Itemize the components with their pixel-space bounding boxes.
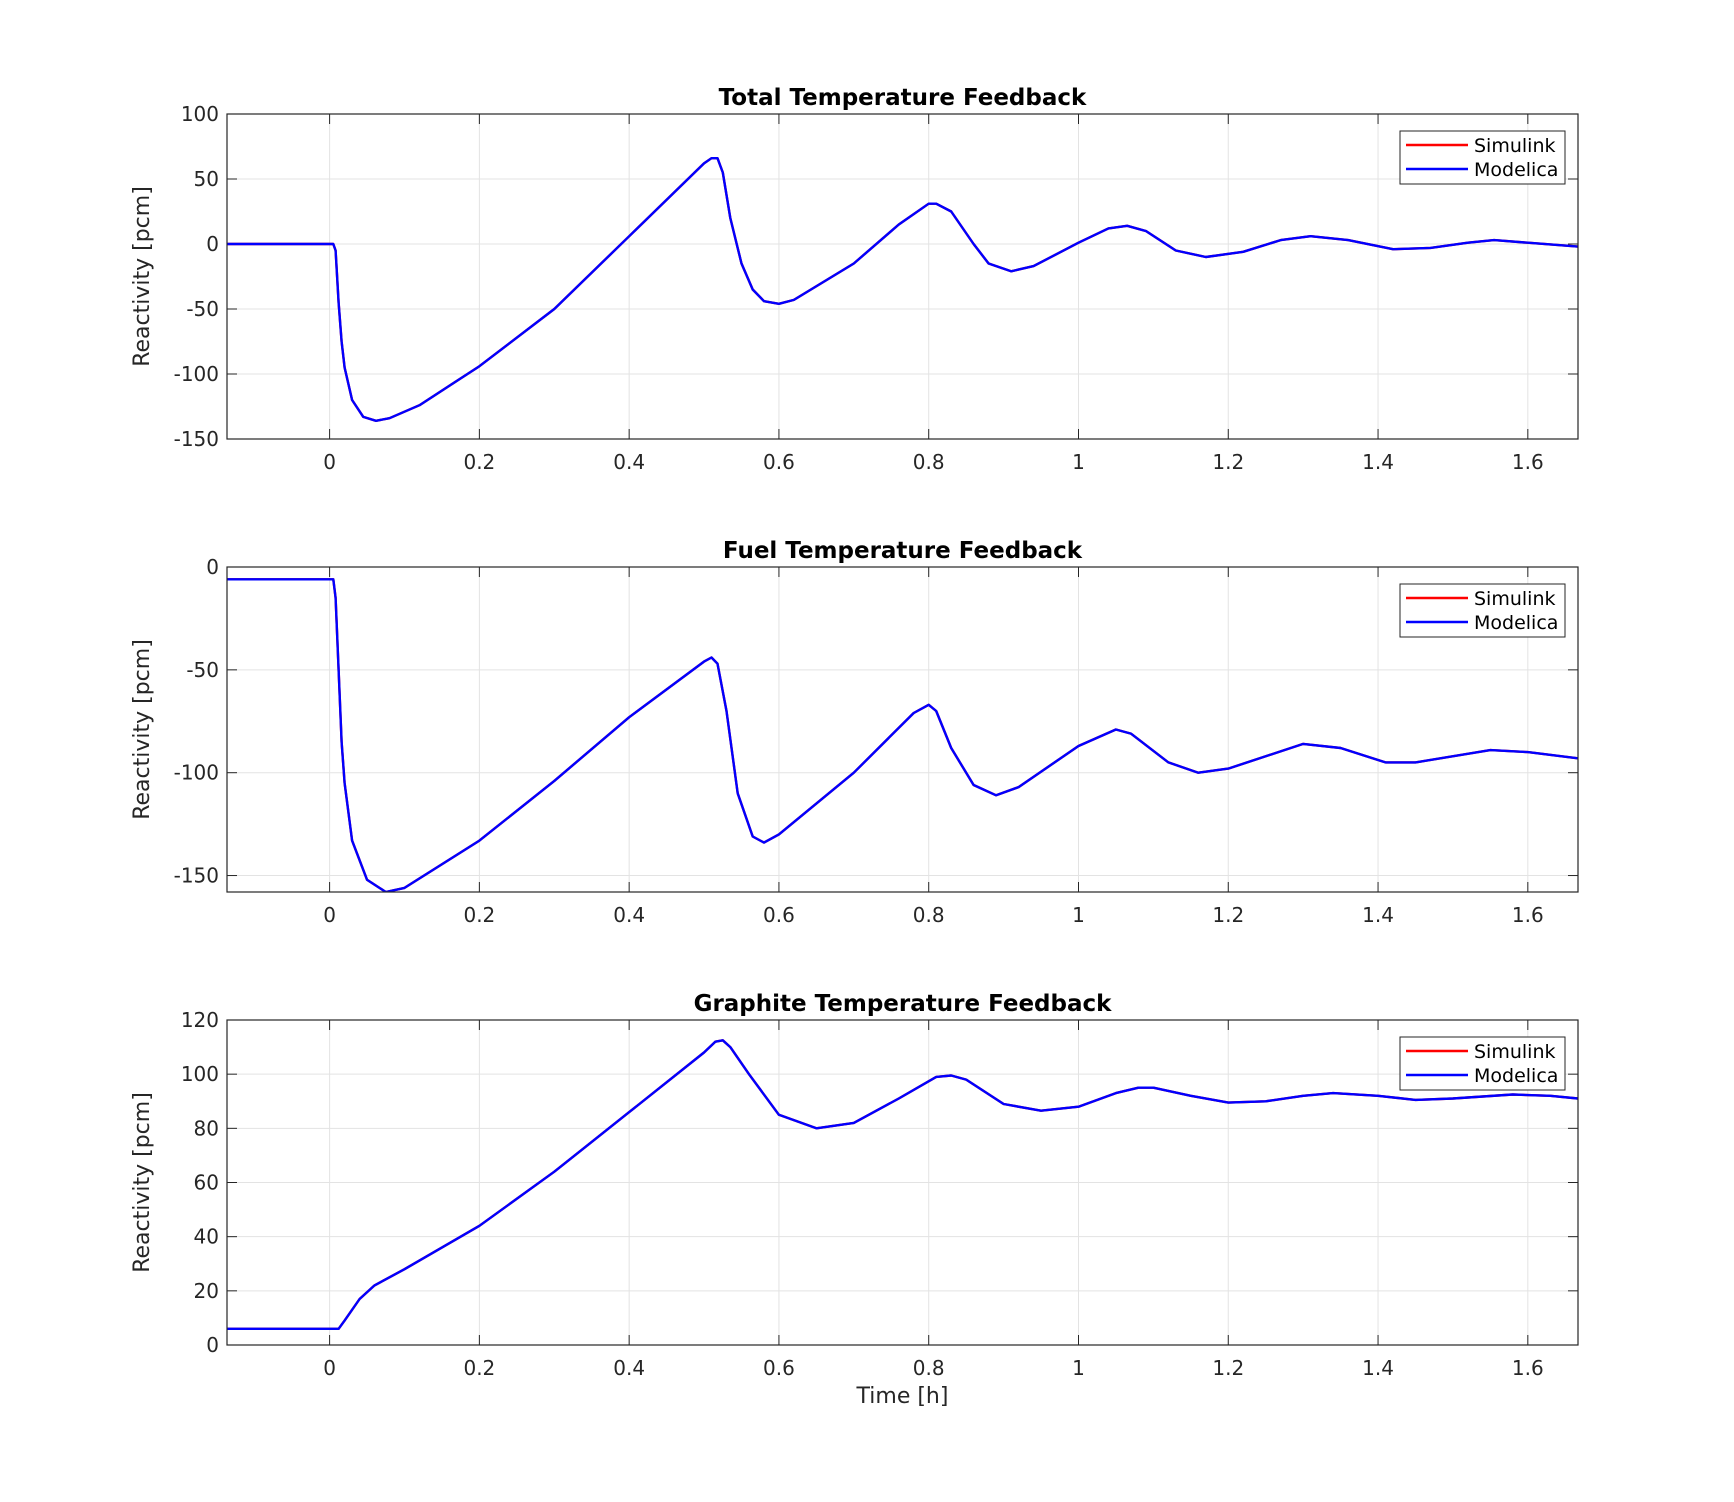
legend-box <box>1399 130 1566 185</box>
subplot-2: 0 0.2 0.4 0.6 0.8 1 1.2 1.4 1.6 -150 -100 -50 0 Fuel … <box>130 538 1579 927</box>
y-tick-label: 40 <box>194 1225 219 1249</box>
legend-box <box>1399 583 1566 638</box>
subplot-3: 0 0.2 0.4 0.6 0.8 1 1.2 1.4 1.6 0 20 40 60 80 100 120 Gr… <box>130 991 1579 1409</box>
series-line-modelica <box>227 157 1578 422</box>
y-tick-label: 20 <box>194 1279 219 1303</box>
x-tick-label: 1 <box>1072 903 1085 927</box>
y-tick-label: 80 <box>194 1116 219 1140</box>
y-axis-label: Reactivity [pcm] <box>130 639 155 820</box>
x-tick-label: 0.8 <box>913 1356 945 1380</box>
x-tick-label: 0.4 <box>613 450 645 474</box>
y-tick-label: 0 <box>206 232 219 256</box>
y-tick-label: -100 <box>174 761 219 785</box>
y-tick-label: 50 <box>194 167 219 191</box>
y-tick-label: -50 <box>186 297 219 321</box>
x-tick-label: 0.8 <box>913 903 945 927</box>
subplots: 0 0.2 0.4 0.6 0.8 1 1.2 1.4 1.6-150-100-50050100… <box>130 85 1579 1409</box>
axes-box <box>226 566 1579 893</box>
y-axis-label: Reactivity [pcm] <box>130 1092 155 1273</box>
x-tick-label: 0 <box>323 903 336 927</box>
y-tick-label: 100 <box>181 1062 219 1086</box>
x-tick-label: 1.6 <box>1512 1356 1544 1380</box>
axes-box <box>226 113 1579 440</box>
legend-label-modelica: Modelica <box>1474 612 1558 634</box>
legend-label-simulink: Simulink <box>1474 1041 1556 1063</box>
x-tick-label: 0.2 <box>463 1356 495 1380</box>
y-tick-label: -150 <box>174 427 219 451</box>
x-tick-label: 0.6 <box>763 1356 795 1380</box>
legend-label-modelica: Modelica <box>1474 1065 1558 1087</box>
x-tick-label: 1.2 <box>1212 1356 1244 1380</box>
x-tick-label: 0.4 <box>613 1356 645 1380</box>
legend-label-modelica: Modelica <box>1474 159 1558 181</box>
subplot-1: 0 0.2 0.4 0.6 0.8 1 1.2 1.4 1.6 -150 -100 -50 0 50 100… <box>130 85 1579 474</box>
legend-label-simulink: Simulink <box>1474 588 1556 610</box>
x-tick-label: 1.4 <box>1362 903 1394 927</box>
y-axis-label: Reactivity [pcm] <box>130 186 155 367</box>
x-tick-label: 1 <box>1072 450 1085 474</box>
x-tick-label: 0.8 <box>913 450 945 474</box>
chart-title: Total Temperature Feedback <box>719 85 1087 111</box>
x-tick-label: 1 <box>1072 1356 1085 1380</box>
plot-area <box>227 567 1578 892</box>
y-tick-label: -150 <box>174 864 219 888</box>
x-tick-label: 0.4 <box>613 903 645 927</box>
x-tick-label: 0 <box>323 450 336 474</box>
x-tick-label: 1.4 <box>1362 1356 1394 1380</box>
x-tick-label: 1.2 <box>1212 903 1244 927</box>
y-tick-label: 60 <box>194 1171 219 1195</box>
x-tick-label: 0.6 <box>763 450 795 474</box>
x-tick-label: 0.2 <box>463 903 495 927</box>
plot-area <box>227 114 1578 439</box>
y-tick-label: 0 <box>206 1333 219 1357</box>
legend-label-simulink: Simulink <box>1474 135 1556 157</box>
x-tick-label: 1.6 <box>1512 450 1544 474</box>
y-tick-label: 120 <box>181 1008 219 1032</box>
x-tick-label: 1.4 <box>1362 450 1394 474</box>
x-tick-label: 1.2 <box>1212 450 1244 474</box>
series-line-modelica <box>227 1039 1578 1330</box>
x-tick-label: 0.2 <box>463 450 495 474</box>
x-tick-label: 0.6 <box>763 903 795 927</box>
y-tick-label: 100 <box>181 102 219 126</box>
x-axis-label: Time [h] <box>856 1384 949 1409</box>
y-tick-label: -50 <box>186 658 219 682</box>
x-tick-label: 0 <box>323 1356 336 1380</box>
y-tick-label: -100 <box>174 362 219 386</box>
axes-box <box>226 1019 1579 1346</box>
chart-title: Graphite Temperature Feedback <box>694 991 1113 1017</box>
series-line-modelica <box>227 578 1578 892</box>
x-tick-label: 1.6 <box>1512 903 1544 927</box>
chart-title: Fuel Temperature Feedback <box>723 538 1083 564</box>
legend-box <box>1399 1036 1566 1091</box>
y-tick-label: 0 <box>206 555 219 579</box>
